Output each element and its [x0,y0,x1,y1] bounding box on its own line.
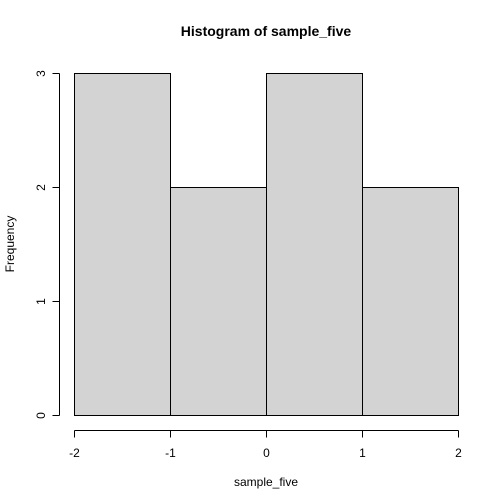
y-axis-label: Frequency [3,216,17,273]
x-tick-label: 1 [359,446,366,460]
y-tick-label: 1 [34,298,48,305]
y-tick-label: 2 [34,184,48,191]
chart-title: Histogram of sample_five [181,23,352,39]
x-tick-label: -1 [165,446,176,460]
histogram-bar-3 [266,73,363,416]
x-tick-label: -2 [69,446,80,460]
x-tick-label: 2 [455,446,462,460]
histogram-bar-4 [362,187,459,416]
bars-group [74,73,459,416]
x-tick-label: 0 [263,446,270,460]
x-axis-label: sample_five [234,475,298,489]
histogram-bar-1 [74,73,171,416]
x-axis: -2 -1 0 1 2 [69,430,462,460]
y-axis: 0 1 2 3 [34,70,60,419]
y-tick-label: 0 [34,412,48,419]
y-tick-label: 3 [34,70,48,77]
histogram-bar-2 [170,187,267,416]
